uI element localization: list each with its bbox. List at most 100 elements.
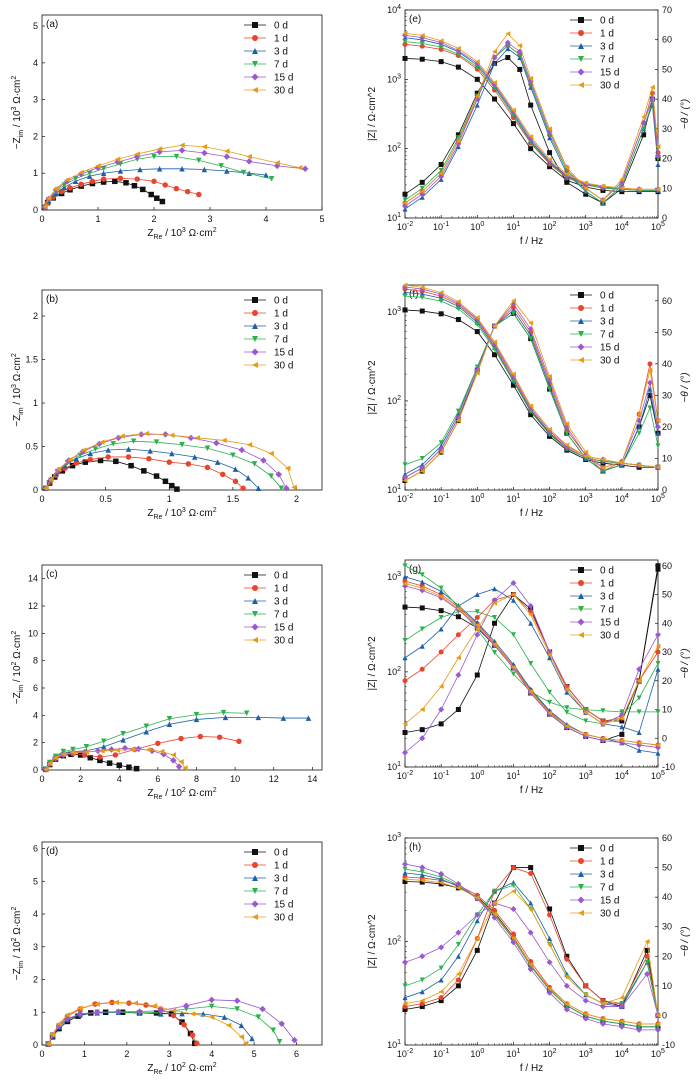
- nyquist-point: [114, 156, 121, 162]
- label-part: / 10: [162, 788, 182, 799]
- modulus-point: [528, 409, 534, 415]
- legend-label: 15 d: [274, 900, 293, 911]
- x-axis-label: ZRe / 102 Ω·cm2: [147, 787, 216, 801]
- tick-exponent: 0: [480, 770, 484, 777]
- modulus-point: [492, 346, 498, 352]
- modulus-point: [438, 44, 444, 50]
- nyquist-point: [86, 173, 93, 179]
- nyquist-point: [45, 195, 52, 201]
- tick-exponent: -1: [443, 221, 449, 228]
- nyquist-point: [268, 473, 274, 479]
- x-tick-label: 10-1: [433, 770, 449, 781]
- nyquist-point: [278, 485, 285, 492]
- modulus-point: [419, 877, 425, 883]
- y2-tick-label: 0: [662, 485, 667, 495]
- tick-base: 10: [433, 1049, 443, 1059]
- nyquist-point: [156, 146, 163, 152]
- phase-point: [455, 132, 461, 138]
- phase-point: [474, 918, 480, 924]
- tick-base: 10: [615, 771, 625, 781]
- nyquist-point: [268, 175, 275, 182]
- y2-tick-label: 60: [662, 296, 672, 306]
- legend-marker: [252, 87, 258, 93]
- modulus-point: [564, 705, 570, 711]
- modulus-point: [492, 352, 498, 358]
- modulus-point: [419, 585, 425, 591]
- legend: 0 d 1 d 3 d 7 d 15 d 30 d: [570, 291, 619, 367]
- modulus-point: [455, 614, 461, 620]
- phase-point: [492, 900, 498, 906]
- nyquist-point: [67, 456, 73, 463]
- x-tick-label: 8: [194, 774, 199, 784]
- x-tick-label: 10-2: [397, 770, 413, 781]
- nyquist-point: [218, 163, 224, 169]
- y2-tick-label: 60: [662, 35, 672, 45]
- nyquist-point: [108, 746, 115, 753]
- modulus-point: [510, 671, 516, 677]
- nyquist-point: [64, 177, 70, 183]
- modulus-point: [455, 880, 462, 887]
- modulus-point: [619, 731, 625, 737]
- tick-base: 10: [615, 222, 625, 232]
- phase-point: [402, 462, 408, 468]
- modulus-point: [402, 604, 408, 610]
- phase-point: [419, 455, 425, 461]
- modulus-point: [419, 284, 425, 290]
- nyquist-point: [143, 430, 150, 437]
- phase-point: [438, 721, 444, 727]
- legend-marker: [578, 606, 584, 612]
- modulus-point: [438, 588, 444, 594]
- modulus-point: [419, 579, 425, 585]
- nyquist-point: [305, 715, 312, 721]
- phase-point: [528, 661, 534, 666]
- nyquist-point: [120, 731, 126, 737]
- phase-point: [528, 612, 534, 618]
- y-tick-label: 1: [33, 1007, 38, 1017]
- phase-line: [404, 303, 659, 478]
- tick-exponent: -2: [407, 493, 413, 500]
- nyquist-point: [156, 166, 163, 172]
- phase-point: [528, 900, 534, 906]
- y-axis-label: −Zim / 103 Ω·cm2: [11, 76, 25, 150]
- phase-point: [474, 609, 480, 615]
- nyquist-point: [274, 160, 280, 166]
- y2-tick-label: 10: [662, 453, 672, 463]
- legend-marker: [251, 900, 259, 908]
- nyquist-point: [201, 143, 208, 150]
- legend: 0 d 1 d 3 d 7 d 15 d 30 d: [570, 844, 619, 920]
- nyquist-point: [182, 765, 188, 771]
- nyquist-point: [183, 1006, 189, 1012]
- x-tick-label: 14: [307, 774, 317, 784]
- label-part: Ω·cm: [186, 1063, 213, 1074]
- nyquist-point: [238, 1034, 245, 1040]
- nyquist-point: [55, 1022, 63, 1030]
- legend-label: 30 d: [600, 81, 619, 92]
- legend-marker: [251, 623, 259, 631]
- phase-point: [583, 718, 589, 724]
- phase-point: [655, 418, 661, 424]
- nyquist-point: [132, 1000, 139, 1006]
- phase-point: [547, 941, 553, 947]
- phase-point: [644, 971, 651, 978]
- modulus-point: [636, 740, 642, 746]
- label-part: 3: [182, 227, 186, 234]
- y2-tick-label: 50: [662, 327, 672, 337]
- series-15d: [45, 996, 298, 1048]
- legend-marker: [577, 896, 585, 904]
- nyquist-point: [283, 485, 290, 492]
- modulus-point: [402, 55, 408, 61]
- nyquist-point: [145, 747, 151, 753]
- phase-point: [438, 684, 444, 689]
- nyquist-point: [113, 458, 119, 465]
- phase-point: [402, 730, 408, 735]
- nyquist-point: [173, 153, 180, 160]
- nyquist-point: [143, 728, 150, 735]
- legend-marker: [578, 871, 584, 877]
- modulus-point: [655, 566, 661, 572]
- phase-line: [404, 565, 659, 733]
- phase-point: [402, 655, 408, 661]
- modulus-point: [438, 874, 444, 880]
- nyquist-point: [46, 760, 53, 767]
- x-tick-label: 4: [263, 214, 268, 224]
- nyquist-point: [275, 471, 282, 478]
